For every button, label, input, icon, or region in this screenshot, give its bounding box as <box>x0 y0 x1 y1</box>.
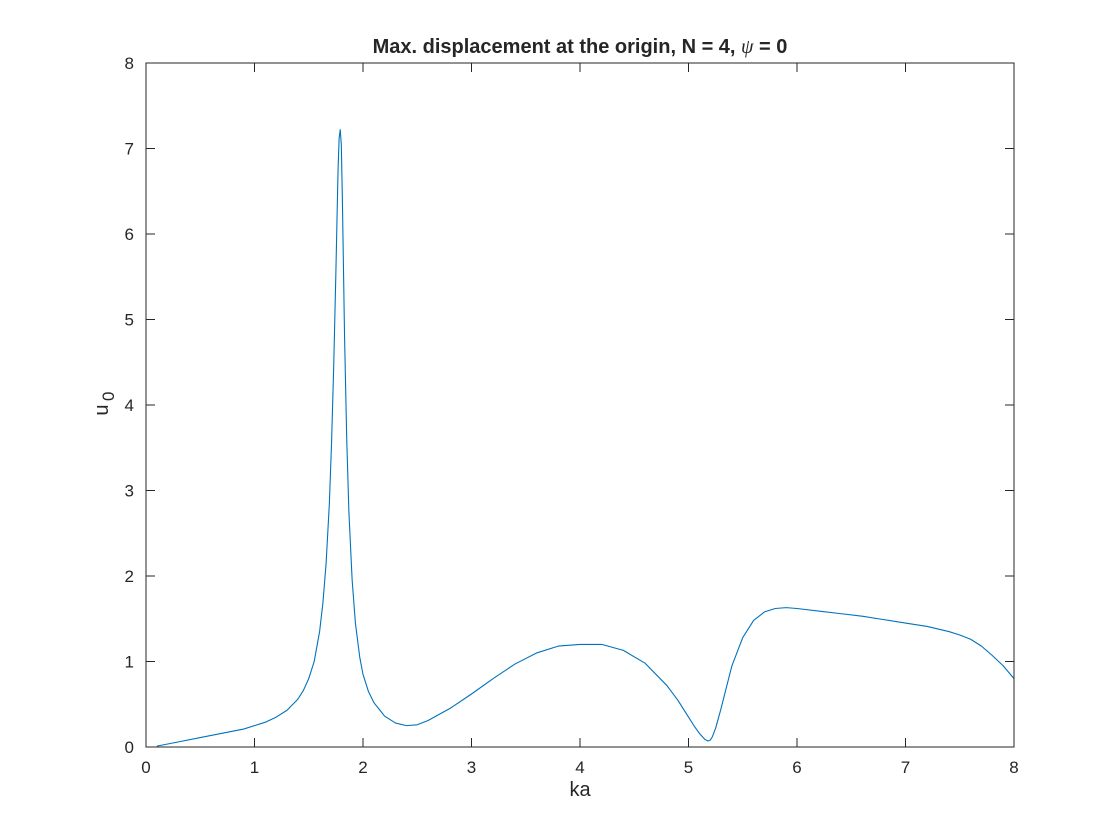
y-tick-label: 6 <box>125 225 134 244</box>
x-tick-label: 8 <box>1009 758 1018 777</box>
data-series-line <box>156 129 1015 747</box>
x-tick-label: 1 <box>250 758 259 777</box>
plot-area <box>145 62 1015 748</box>
y-tick-label: 0 <box>125 738 134 757</box>
y-tick-label: 8 <box>125 54 134 73</box>
y-tick-label: 1 <box>125 653 134 672</box>
y-axis-label: u 0 <box>91 392 118 416</box>
x-tick-label: 5 <box>684 758 693 777</box>
chart-title-symbol: ψ <box>741 36 754 58</box>
plot-background <box>146 63 1014 747</box>
x-tick-label: 7 <box>901 758 910 777</box>
y-tick-label: 5 <box>125 311 134 330</box>
x-axis: 0 1 2 3 4 5 6 7 8 <box>141 63 1019 777</box>
y-tick-label: 4 <box>125 396 134 415</box>
x-tick-label: 4 <box>575 758 584 777</box>
x-tick-label: 6 <box>792 758 801 777</box>
chart-title-tail: = 0 <box>753 36 787 58</box>
y-tick-label: 7 <box>125 140 134 159</box>
y-axis-label-subscript: 0 <box>99 392 118 401</box>
chart-title: Max. displacement at the origin, N = 4, … <box>373 36 788 58</box>
x-tick-label: 2 <box>358 758 367 777</box>
x-axis-label: ka <box>569 779 591 801</box>
y-axis-label-main: u <box>91 404 113 415</box>
y-tick-label: 3 <box>125 482 134 501</box>
y-axis: 0 1 2 3 4 5 6 7 8 <box>125 54 1014 757</box>
chart-title-main: Max. displacement at the origin, N = 4, <box>373 36 741 58</box>
x-tick-label: 3 <box>467 758 476 777</box>
y-tick-label: 2 <box>125 567 134 586</box>
x-tick-label: 0 <box>141 758 150 777</box>
